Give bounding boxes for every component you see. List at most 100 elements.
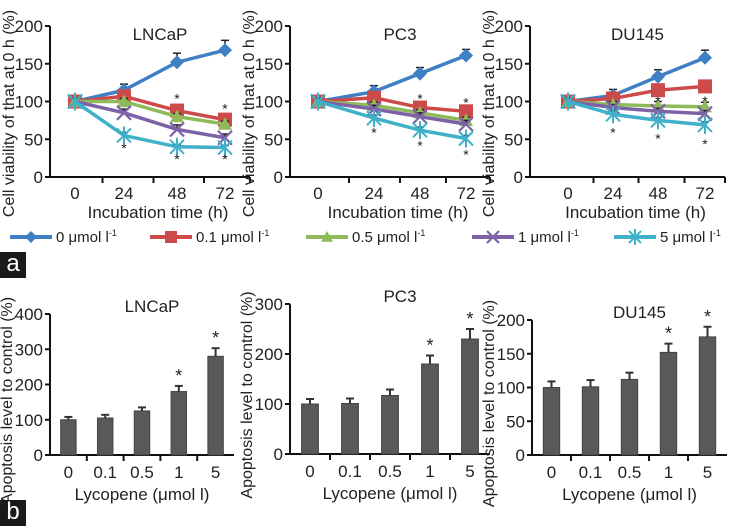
chart-title: PC3 xyxy=(383,25,416,44)
x-axis-label: Lycopene (μmol l) xyxy=(75,485,210,504)
series-4 xyxy=(67,92,233,157)
star-marker xyxy=(366,109,382,128)
legend-label: 0 μmol l xyxy=(56,229,109,246)
x-tick-label: 0 xyxy=(563,184,572,203)
legend-sup: -1 xyxy=(712,228,721,238)
square-marker xyxy=(651,83,665,98)
y-tick-label: 200 xyxy=(255,345,283,364)
x-tick-label: 0 xyxy=(313,184,322,203)
series-line xyxy=(567,99,706,116)
y-axis-label: Cell viability of that at 0 h (%) xyxy=(241,10,258,217)
legend-swatch-star-icon xyxy=(614,229,656,245)
bar xyxy=(96,417,114,456)
panel-label-b: b xyxy=(0,500,26,526)
legend-item: 0 μmol l-1 xyxy=(8,226,117,248)
series-line xyxy=(567,84,706,104)
legend-sup: -1 xyxy=(108,228,117,238)
y-axis-label: Apoptosis level to control (%) xyxy=(239,291,256,498)
significance-asterisk: * xyxy=(426,336,433,356)
y-tick-label: 300 xyxy=(255,295,283,314)
x-tick-label: 0.1 xyxy=(93,463,117,482)
legend-label: 1 μmol l xyxy=(518,229,571,246)
significance-asterisk: * xyxy=(463,147,469,163)
y-tick-label: 0 xyxy=(274,168,283,187)
chart-title: PC3 xyxy=(383,287,416,306)
bar xyxy=(170,391,188,456)
y-tick-label: 100 xyxy=(495,93,523,112)
x-tick-label: 0 xyxy=(64,463,73,482)
y-axis-label: Apoptosis level to control (%) xyxy=(0,297,16,504)
star-marker xyxy=(628,229,642,245)
legend-item: 0.5 μmol l-1 xyxy=(304,226,425,248)
y-tick-label: 200 xyxy=(15,17,43,36)
legend-item: 5 μmol l-1 xyxy=(612,226,721,248)
y-tick-label: 150 xyxy=(255,55,283,74)
y-tick-label: 400 xyxy=(15,305,43,324)
bar xyxy=(542,387,561,456)
series-line xyxy=(317,99,467,126)
series-line xyxy=(74,48,226,104)
series-line xyxy=(317,95,467,114)
star-marker xyxy=(458,129,474,148)
significance-asterisk: * xyxy=(665,324,672,344)
x-tick-label: 0 xyxy=(547,463,556,482)
square-marker xyxy=(367,90,381,105)
significance-asterisk: * xyxy=(702,93,708,109)
bar xyxy=(301,403,319,455)
x-marker xyxy=(458,116,474,132)
bar xyxy=(461,338,479,455)
x-marker xyxy=(116,105,132,121)
diamond-marker xyxy=(25,231,37,243)
bar xyxy=(581,386,600,456)
significance-asterisk: * xyxy=(174,151,180,167)
y-tick-label: 0 xyxy=(274,445,283,464)
series-4 xyxy=(310,92,474,148)
y-tick-label: 300 xyxy=(15,340,43,359)
triangle-marker xyxy=(170,109,184,123)
bar xyxy=(133,410,151,456)
star-marker xyxy=(605,105,621,124)
chart-title: DU145 xyxy=(611,25,664,44)
x-tick-label: 0.5 xyxy=(378,462,402,481)
x-tick-label: 24 xyxy=(365,184,384,203)
y-tick-label: 50 xyxy=(24,130,43,149)
significance-asterisk: * xyxy=(222,101,228,117)
square-marker xyxy=(698,79,712,94)
x-tick-label: 5 xyxy=(703,463,712,482)
y-tick-label: 0 xyxy=(514,168,523,187)
x-tick-label: 0 xyxy=(70,184,79,203)
legend-item: 0.1 μmol l-1 xyxy=(148,226,269,248)
legend-swatch-diamond-icon xyxy=(10,231,52,243)
star-marker xyxy=(217,138,233,157)
x-tick-label: 1 xyxy=(174,463,183,482)
y-tick-label: 200 xyxy=(255,17,283,36)
x-tick-label: 24 xyxy=(604,184,623,203)
significance-asterisk: * xyxy=(702,136,708,152)
star-marker xyxy=(650,111,666,130)
star-marker xyxy=(67,92,83,111)
bar xyxy=(341,403,359,455)
y-tick-label: 50 xyxy=(506,412,525,431)
y-tick-label: 100 xyxy=(255,93,283,112)
chart-title: LNCaP xyxy=(133,25,188,44)
diamond-marker xyxy=(651,69,665,84)
x-tick-label: 0.5 xyxy=(130,463,154,482)
bar xyxy=(698,336,717,456)
y-axis-label: Cell viability of that at 0 h (%) xyxy=(1,10,18,217)
chart-title: LNCaP xyxy=(125,297,180,316)
significance-asterisk: * xyxy=(655,131,661,147)
y-tick-label: 0 xyxy=(34,168,43,187)
star-marker xyxy=(560,92,576,111)
y-tick-label: 200 xyxy=(497,311,525,330)
triangle-marker xyxy=(321,231,333,242)
x-axis-label: Incubation time (h) xyxy=(88,203,229,222)
x-tick-label: 48 xyxy=(649,184,668,203)
series-line xyxy=(74,99,226,140)
bar xyxy=(381,395,399,455)
significance-asterisk: * xyxy=(466,309,473,329)
y-tick-label: 50 xyxy=(264,130,283,149)
series-line xyxy=(74,100,226,150)
significance-asterisk: * xyxy=(417,138,423,154)
significance-asterisk: * xyxy=(417,91,423,107)
significance-asterisk: * xyxy=(174,91,180,107)
